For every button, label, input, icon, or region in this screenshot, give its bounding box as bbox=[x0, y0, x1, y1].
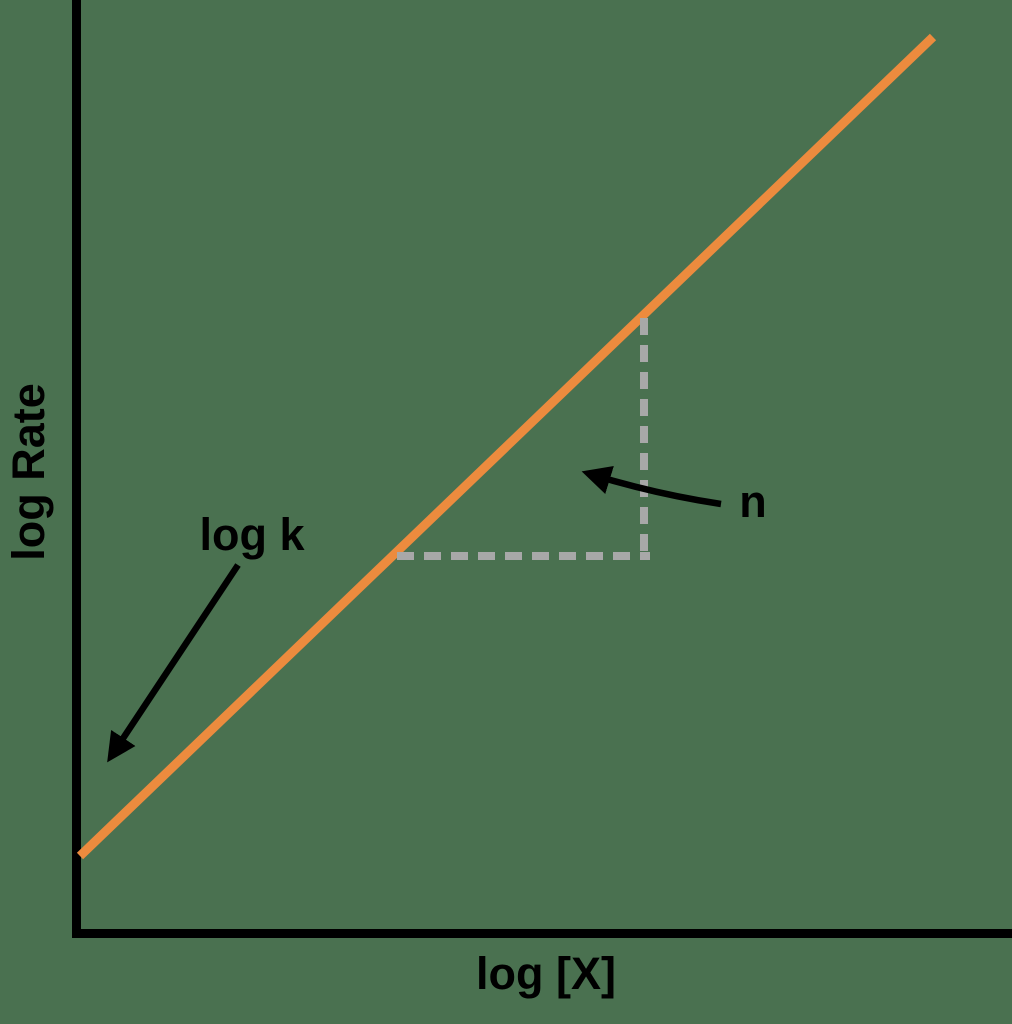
x-axis-label: log [X] bbox=[476, 948, 616, 999]
slope-label: n bbox=[739, 476, 767, 527]
rate-line bbox=[76, 33, 937, 860]
n-arrow bbox=[581, 466, 722, 508]
y-axis-label: log Rate bbox=[3, 383, 54, 561]
log-k-arrow bbox=[107, 563, 241, 763]
intercept-label: log k bbox=[199, 509, 305, 560]
